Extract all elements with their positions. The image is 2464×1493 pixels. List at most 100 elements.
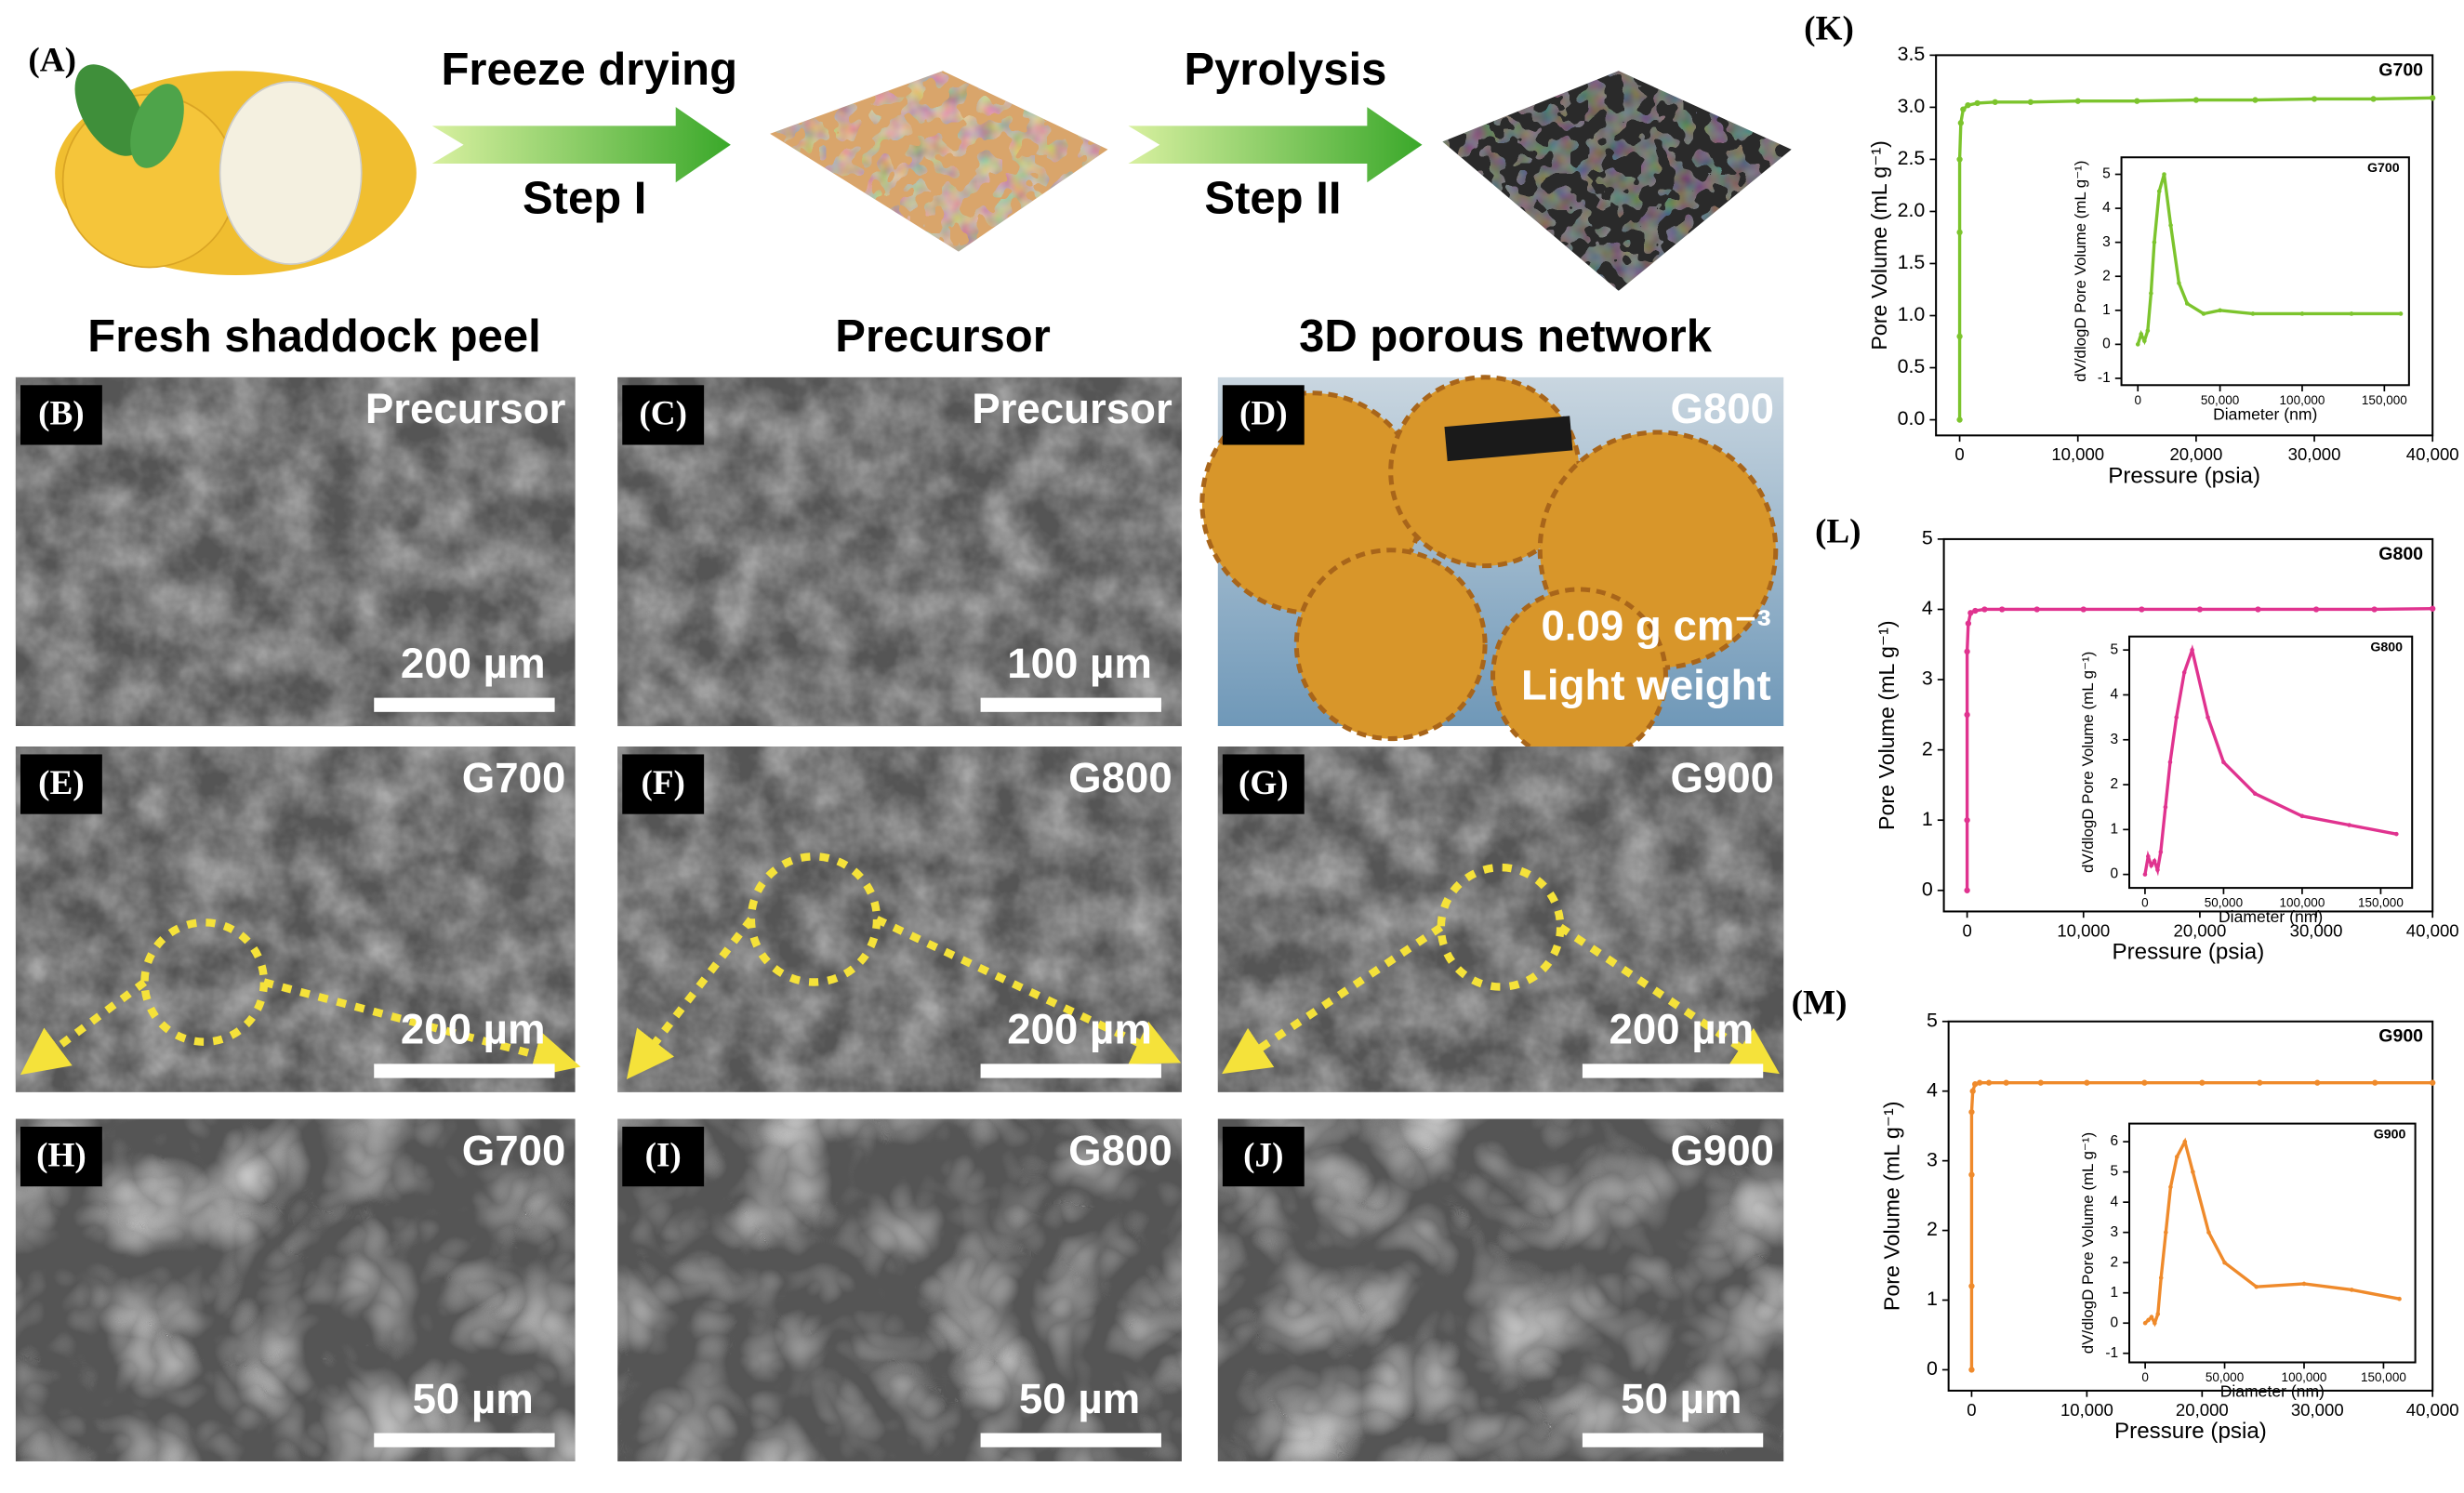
data-point — [1968, 1109, 1975, 1116]
scale-label: 50 µm — [413, 1375, 534, 1422]
data-point — [2084, 1079, 2090, 1086]
step-name: Pyrolysis — [1185, 45, 1387, 95]
foam-texture — [770, 71, 1108, 252]
data-point — [1964, 711, 1970, 719]
data-point — [2182, 1139, 2188, 1144]
y-tick-label: 6 — [2111, 1133, 2119, 1149]
data-point — [1972, 1081, 1979, 1088]
column-header: 3D porous network — [1299, 311, 1713, 362]
legend-label: G800 — [2378, 544, 2423, 564]
y-tick-label: 3 — [2111, 732, 2119, 747]
step-name: Freeze drying — [441, 45, 737, 95]
x-tick-label: 30,000 — [2288, 444, 2341, 464]
label-box — [20, 385, 102, 445]
arrow — [1128, 107, 1423, 183]
data-point — [2299, 311, 2305, 316]
data-point — [2164, 1230, 2168, 1235]
step-label: Step II — [1204, 174, 1341, 224]
data-point — [2152, 240, 2157, 244]
sample-label: Precursor — [972, 385, 1172, 432]
y-tick-label: 0 — [1922, 878, 1933, 900]
y-tick-label: 2 — [1922, 737, 1933, 760]
legend-label: G900 — [2374, 1128, 2406, 1143]
data-point — [2190, 647, 2194, 653]
y-tick-label: 5 — [1922, 527, 1933, 549]
scale-label: 50 µm — [1019, 1375, 1140, 1422]
x-tick-label: 40,000 — [2406, 1400, 2459, 1420]
x-tick-label: 150,000 — [2358, 896, 2404, 910]
data-point — [2156, 189, 2162, 194]
data-point — [2153, 1320, 2157, 1326]
data-point — [2003, 1079, 2009, 1086]
data-point — [1968, 1171, 1975, 1178]
scale-label: 200 µm — [401, 1006, 546, 1053]
data-point — [2149, 291, 2153, 296]
data-point — [2252, 97, 2259, 103]
panel-label: (J) — [1243, 1136, 1283, 1174]
panel-label: (H) — [36, 1136, 86, 1174]
x-tick-label: 50,000 — [2205, 896, 2243, 910]
data-point — [1981, 606, 1988, 613]
data-point — [2174, 1155, 2179, 1159]
guide-arrow — [875, 916, 1182, 1064]
x-tick-label: 0 — [1954, 444, 1964, 464]
y-axis-label: dV/dlogD Pore Volume (mL g⁻¹) — [2072, 161, 2089, 382]
y-axis-label: Pore Volume (mL g⁻¹) — [1874, 620, 1899, 830]
guide-arrow — [1222, 923, 1444, 1075]
data-point — [2349, 1288, 2354, 1292]
scale-bar — [980, 1433, 1161, 1447]
guide-arrow — [20, 979, 148, 1076]
x-tick-label: 100,000 — [2282, 1370, 2327, 1384]
data-point — [2252, 791, 2258, 796]
y-tick-label: 3 — [1927, 1148, 1938, 1170]
data-point — [2027, 99, 2034, 105]
guide-circle — [1437, 863, 1565, 991]
data-point — [2158, 850, 2164, 854]
column-header: Precursor — [835, 311, 1051, 362]
data-point — [2218, 308, 2222, 313]
scale-bar — [374, 697, 555, 712]
panel-label: (L) — [1815, 512, 1861, 550]
y-axis-label: Pore Volume (mL g⁻¹) — [1867, 140, 1891, 350]
legend-label: G700 — [2367, 161, 2400, 176]
legend-label: G700 — [2378, 59, 2423, 80]
data-point — [2149, 863, 2153, 868]
data-point — [2146, 854, 2151, 859]
data-point — [2134, 98, 2140, 104]
foam-texture — [1442, 71, 1792, 291]
data-point — [2206, 715, 2210, 720]
y-tick-label: 2 — [2102, 268, 2111, 284]
y-tick-label: 5 — [2111, 641, 2119, 657]
sem-texture — [1217, 746, 1784, 1092]
x-tick-label: 40,000 — [2406, 920, 2459, 940]
data-point — [2255, 606, 2261, 613]
x-axis-label: Diameter (nm) — [2220, 1382, 2325, 1401]
sample-label: G800 — [1670, 385, 1774, 432]
x-axis-label: Diameter (nm) — [2213, 404, 2317, 423]
data-point — [1974, 99, 1980, 107]
guide-arrow — [1557, 923, 1780, 1075]
sem-texture — [1217, 1118, 1784, 1461]
x-tick-label: 10,000 — [2060, 1400, 2113, 1420]
data-point — [2372, 1079, 2378, 1086]
panel-label: (A) — [28, 41, 76, 79]
y-tick-label: 1 — [2111, 1285, 2119, 1301]
data-point — [1956, 333, 1963, 340]
data-point — [2037, 1079, 2044, 1086]
column-header: Fresh shaddock peel — [87, 311, 540, 362]
panel-label: (K) — [1804, 10, 1854, 48]
x-axis-label: Pressure (psia) — [2108, 463, 2260, 488]
x-tick-label: 0 — [1962, 920, 1971, 940]
leaf — [130, 84, 184, 168]
y-tick-label: -1 — [2105, 1345, 2118, 1361]
legend-label: G800 — [2370, 641, 2403, 655]
panel-label: (C) — [639, 395, 687, 433]
panel-label: (E) — [38, 764, 85, 802]
x-axis-label: Pressure (psia) — [2114, 1419, 2267, 1444]
data-point — [2301, 1281, 2307, 1287]
data-point — [1967, 610, 1974, 616]
plot-frame — [2120, 156, 2410, 387]
scale-label: 200 µm — [401, 640, 546, 687]
data-point — [2314, 1079, 2321, 1086]
panel-label: (F) — [641, 764, 684, 802]
